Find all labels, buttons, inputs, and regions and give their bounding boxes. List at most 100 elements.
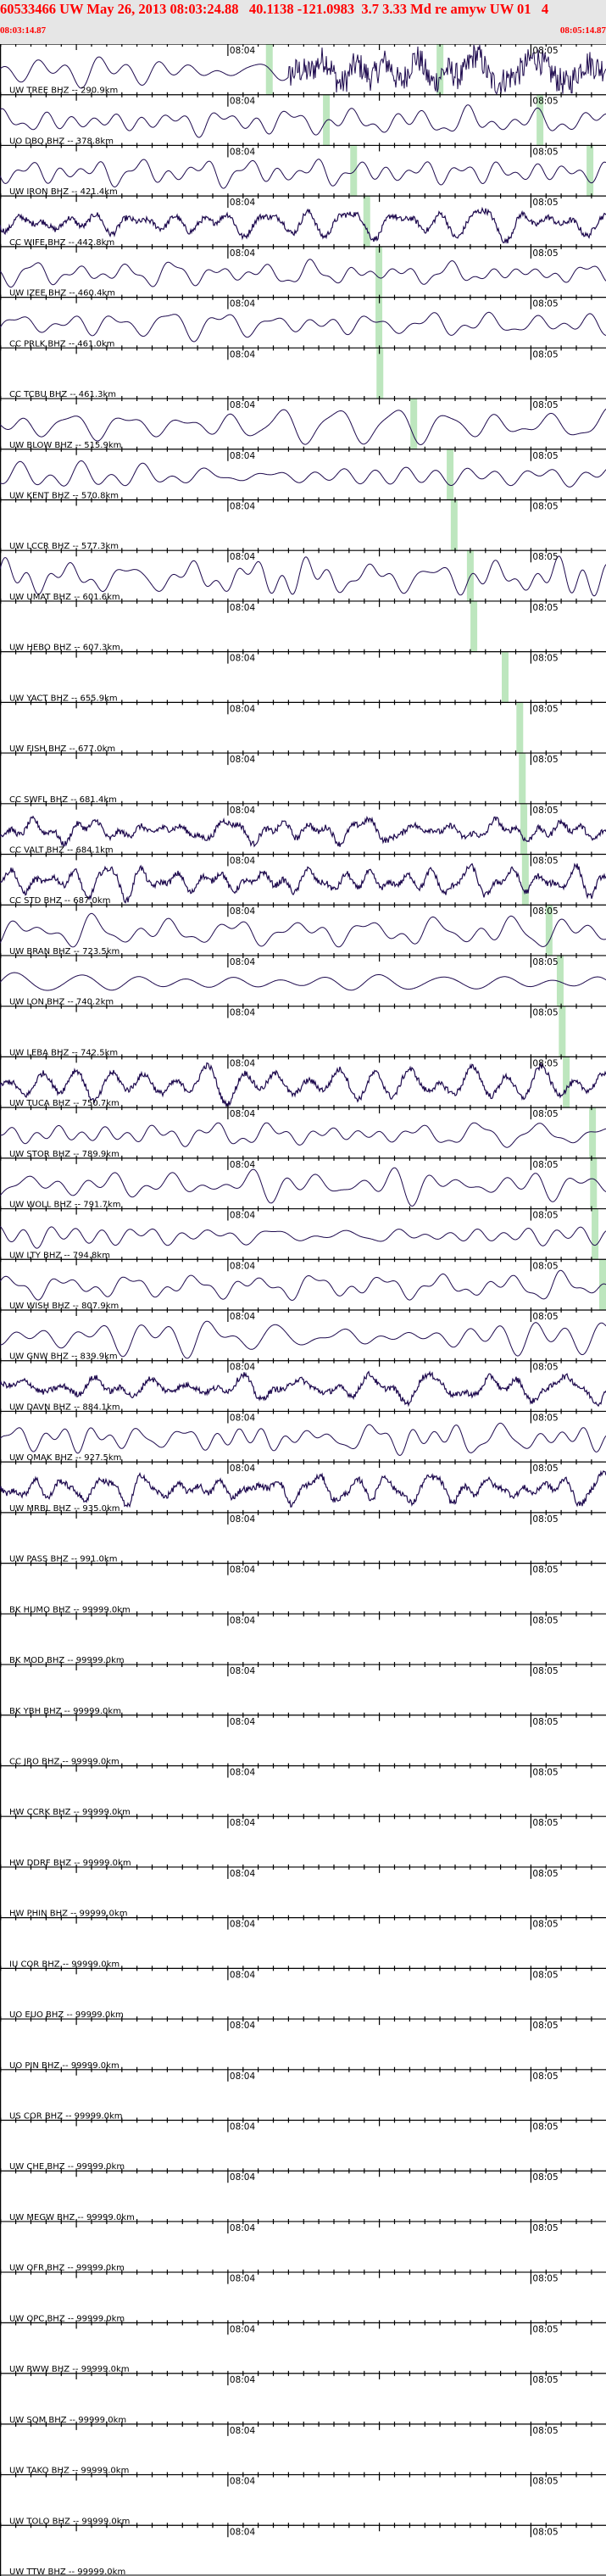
minute-tick-label: 08:04	[230, 704, 256, 714]
minute-tick-label: 08:04	[230, 349, 256, 360]
waveform-trace	[0, 912, 606, 948]
minute-tick-label: 08:05	[532, 2477, 558, 2487]
time-axis	[0, 142, 606, 158]
trace-panel: 08:04 08:05 UW LTY BHZ -- 794.8km	[0, 1206, 606, 1260]
station-label: UW TAKO BHZ -- 99999.0km	[9, 2467, 129, 2476]
time-axis	[0, 902, 606, 917]
trace-panel: 08:04 08:05 CC VALT BHZ -- 684.1km	[0, 800, 606, 856]
trace-panel: 08:04 08:05 UW WOLL BHZ -- 791.7km	[0, 1155, 606, 1210]
time-axis	[0, 2117, 606, 2133]
minute-tick-label: 08:04	[230, 1920, 256, 1930]
minute-tick-label: 08:04	[230, 299, 256, 309]
minute-tick-label: 08:05	[532, 1970, 558, 1980]
minute-tick-label: 08:04	[230, 451, 256, 461]
minute-tick-label: 08:04	[230, 1109, 256, 1119]
time-axis	[0, 2168, 606, 2183]
trace-panel: 08:04 08:05 UW RWW BHZ -- 99999.0km	[0, 2320, 606, 2374]
minute-tick-label: 08:05	[532, 552, 558, 562]
minute-tick-label: 08:05	[532, 704, 558, 714]
phase-pick-marker	[375, 246, 383, 298]
minute-tick-label: 08:04	[230, 1211, 256, 1221]
phase-pick-marker	[559, 1006, 566, 1057]
time-axis	[0, 193, 606, 209]
waveform-trace	[0, 159, 606, 189]
station-label: CC PRLK BHZ -- 461.0km	[9, 339, 114, 348]
phase-pick-marker	[589, 1107, 597, 1158]
trace-panel: 08:04 08:05 CC SWFL BHZ -- 681.4km	[0, 750, 606, 805]
station-label: UW BRAN BHZ -- 723.5km	[9, 947, 120, 956]
minute-tick-label: 08:05	[532, 1666, 558, 1676]
phase-pick-marker	[599, 1259, 606, 1310]
trace-panel: 08:04 08:05 UW LCCR BHZ -- 577.3km	[0, 497, 606, 551]
minute-tick-label: 08:05	[532, 248, 558, 259]
trace-panel: 08:04 08:05 CC JRO BHZ -- 99999.0km	[0, 1712, 606, 1766]
minute-tick-label: 08:05	[532, 2375, 558, 2385]
waveform-trace	[0, 311, 606, 343]
trace-panel: 08:04 08:05 CC PRLK BHZ -- 461.0km	[0, 294, 606, 348]
phase-pick-marker	[563, 1057, 570, 1108]
time-axis	[0, 2016, 606, 2032]
minute-tick-label: 08:05	[532, 806, 558, 816]
minute-tick-label: 08:04	[230, 856, 256, 867]
time-axis	[0, 2523, 606, 2538]
time-axis	[0, 1915, 606, 1930]
phase-pick-marker	[447, 449, 454, 500]
trace-panel: 08:04 08:05 UW UMAT BHZ -- 601.6km	[0, 548, 606, 602]
minute-tick-label: 08:04	[230, 957, 256, 967]
waveform-trace	[0, 862, 606, 904]
trace-panel: 08:04 08:05 UW BRAN BHZ -- 723.5km	[0, 902, 606, 956]
trace-panel: 08:04 08:05 UW PASS BHZ -- 991.0km	[0, 1509, 606, 1564]
minute-tick-label: 08:04	[230, 2375, 256, 2385]
minute-tick-label: 08:04	[230, 1666, 256, 1676]
phase-pick-marker	[516, 702, 524, 754]
station-label: UO DBQ BHZ -- 378.8km	[9, 137, 114, 146]
station-label: UW WOLL BHZ -- 791.7km	[9, 1201, 120, 1210]
waveform-trace	[0, 1422, 606, 1457]
minute-tick-label: 08:05	[532, 451, 558, 461]
trace-panel: 08:04 08:05 UW OPC BHZ -- 99999.0km	[0, 2269, 606, 2323]
minute-tick-label: 08:04	[230, 1261, 256, 1271]
minute-tick-label: 08:05	[532, 147, 558, 157]
minute-tick-label: 08:05	[532, 1261, 558, 1271]
minute-tick-label: 08:04	[230, 2223, 256, 2233]
time-axis	[0, 2472, 606, 2487]
station-label: UW SQM BHZ -- 99999.0km	[9, 2416, 126, 2425]
minute-tick-label: 08:04	[230, 1160, 256, 1170]
station-label: UO EUO BHZ -- 99999.0km	[9, 2010, 124, 2020]
minute-tick-label: 08:04	[230, 552, 256, 562]
header: 60533466 UW May 26, 2013 08:03:24.88 40.…	[0, 0, 606, 44]
minute-tick-label: 08:05	[532, 1160, 558, 1170]
trace-panel: 08:04 08:05 BK HUMO BHZ -- 99999.0km	[0, 1560, 606, 1614]
station-label: UO PIN BHZ -- 99999.0km	[9, 2061, 120, 2071]
minute-tick-label: 08:05	[532, 1717, 558, 1727]
minute-tick-label: 08:05	[532, 1464, 558, 1474]
time-axis	[0, 1105, 606, 1120]
minute-tick-label: 08:05	[532, 603, 558, 613]
minute-tick-label: 08:04	[230, 1363, 256, 1373]
station-label: UW GNW BHZ -- 839.9km	[9, 1352, 118, 1362]
time-axis	[0, 2218, 606, 2233]
waveform-trace	[0, 206, 606, 244]
station-label: BK YBH BHZ -- 99999.0km	[9, 1707, 121, 1716]
waveform-trace	[0, 1370, 606, 1408]
waveform-trace	[0, 1320, 606, 1359]
time-axis	[0, 800, 606, 816]
time-axis	[0, 1814, 606, 1829]
minute-tick-label: 08:04	[230, 2122, 256, 2133]
time-axis	[0, 649, 606, 664]
station-label: UW TTW BHZ -- 99999.0km	[9, 2568, 125, 2576]
minute-tick-label: 08:05	[532, 2172, 558, 2183]
trace-panel: 08:04 08:05 HW DDRF BHZ -- 99999.0km	[0, 1814, 606, 1868]
phase-pick-marker	[590, 1157, 598, 1209]
trace-panel: 08:04 08:05 UW TAKO BHZ -- 99999.0km	[0, 2421, 606, 2476]
phase-pick-marker	[436, 44, 444, 95]
phase-pick-marker	[537, 94, 544, 146]
minute-tick-label: 08:05	[532, 1058, 558, 1068]
minute-tick-label: 08:05	[532, 2122, 558, 2133]
trace-panel: 08:04 08:05 CC TCBU BHZ -- 461.3km	[0, 345, 606, 399]
waveform-trace	[0, 44, 606, 95]
waveform-trace	[0, 1122, 606, 1148]
phase-pick-marker	[502, 651, 509, 703]
phase-pick-marker	[265, 44, 273, 95]
station-label: UW LTY BHZ -- 794.8km	[9, 1251, 110, 1260]
